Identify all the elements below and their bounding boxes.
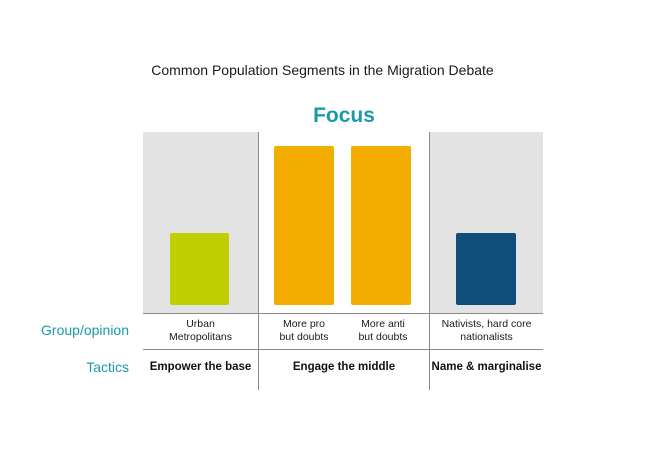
axis-baseline [143, 313, 543, 314]
divider-right [429, 132, 430, 390]
bar-more-anti [351, 146, 411, 305]
tactic-empower: Empower the base [149, 361, 252, 373]
bar-more-pro [274, 146, 334, 305]
row-separator [143, 349, 543, 350]
tactic-engage: Engage the middle [292, 361, 396, 373]
bar-nativists [456, 233, 516, 305]
focus-label: Focus [313, 104, 375, 127]
tactic-marginalise: Name & marginalise [431, 361, 542, 373]
diagram-title: Common Population Segments in the Migrat… [151, 62, 494, 78]
group-label-more-anti: More anti but doubts [358, 318, 408, 343]
divider-left [258, 132, 259, 390]
group-label-urban: Urban Metropolitans [168, 318, 233, 343]
bar-urban-metropolitans [170, 233, 229, 305]
group-label-more-pro: More pro but doubts [279, 318, 329, 343]
row-label-tactics: Tactics [86, 359, 129, 375]
row-label-group: Group/opinion [41, 322, 129, 338]
group-label-nativists: Nativists, hard core nationalists [441, 318, 532, 343]
